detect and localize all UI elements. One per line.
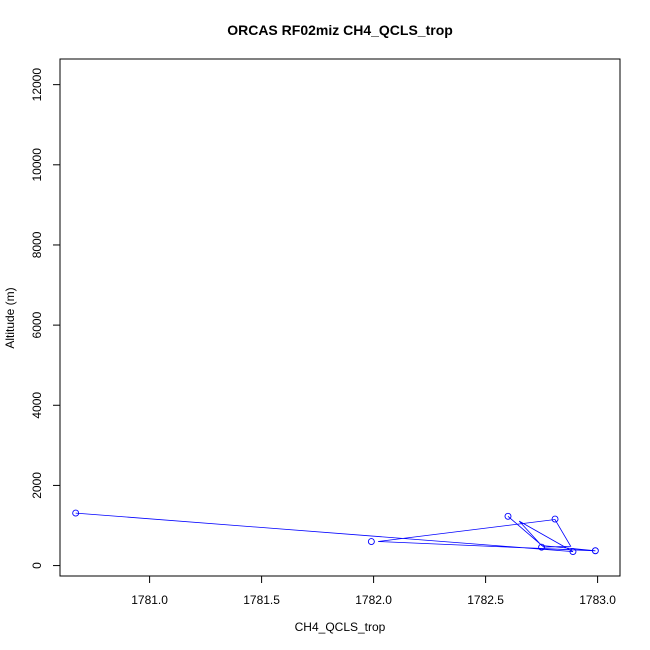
y-axis-label: Altitude (m) — [3, 287, 17, 348]
x-tick-label: 1782.5 — [467, 593, 504, 607]
y-tick-label: 6000 — [30, 311, 44, 338]
y-tick-label: 4000 — [30, 392, 44, 419]
data-point — [569, 548, 577, 556]
x-axis: 1781.0 1781.5 1782.0 1782.5 1783.0 — [131, 576, 616, 607]
data-point — [591, 547, 599, 555]
chart-title: ORCAS RF02miz CH4_QCLS_trop — [227, 22, 453, 38]
x-tick-label: 1783.0 — [579, 593, 616, 607]
x-tick-label: 1781.5 — [243, 593, 280, 607]
y-tick-label: 2000 — [30, 472, 44, 499]
series-line — [75, 512, 596, 552]
y-axis: 0 2000 4000 6000 8000 10000 12000 — [30, 68, 60, 569]
y-tick-label: 8000 — [30, 231, 44, 258]
data-point — [504, 512, 512, 520]
data-point — [72, 509, 80, 517]
series-layer — [75, 512, 596, 552]
y-tick-label: 12000 — [30, 68, 44, 102]
data-point — [551, 515, 559, 523]
y-tick-label: 10000 — [30, 148, 44, 182]
data-point — [367, 538, 375, 545]
y-tick-label: 0 — [30, 562, 44, 569]
marker-layer — [72, 509, 599, 556]
plot-frame — [59, 58, 621, 577]
x-tick-label: 1781.0 — [131, 593, 168, 607]
x-axis-label: CH4_QCLS_trop — [295, 620, 386, 634]
x-tick-label: 1782.0 — [355, 593, 392, 607]
data-point — [538, 543, 546, 551]
